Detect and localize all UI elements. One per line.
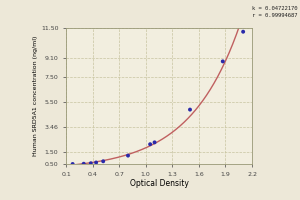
Point	[88, 162, 93, 165]
Point	[81, 162, 86, 165]
Point	[188, 108, 192, 111]
X-axis label: Optical Density: Optical Density	[130, 179, 188, 188]
Y-axis label: Human SRD5A1 concentration (ng/ml): Human SRD5A1 concentration (ng/ml)	[33, 36, 38, 156]
Point	[152, 141, 157, 144]
Text: k = 0.04722170
r = 0.99994687: k = 0.04722170 r = 0.99994687	[251, 6, 297, 18]
Point	[70, 162, 75, 166]
Point	[148, 143, 152, 146]
Point	[101, 160, 106, 163]
Point	[94, 161, 98, 164]
Point	[241, 30, 245, 33]
Point	[126, 154, 130, 157]
Point	[220, 60, 225, 63]
